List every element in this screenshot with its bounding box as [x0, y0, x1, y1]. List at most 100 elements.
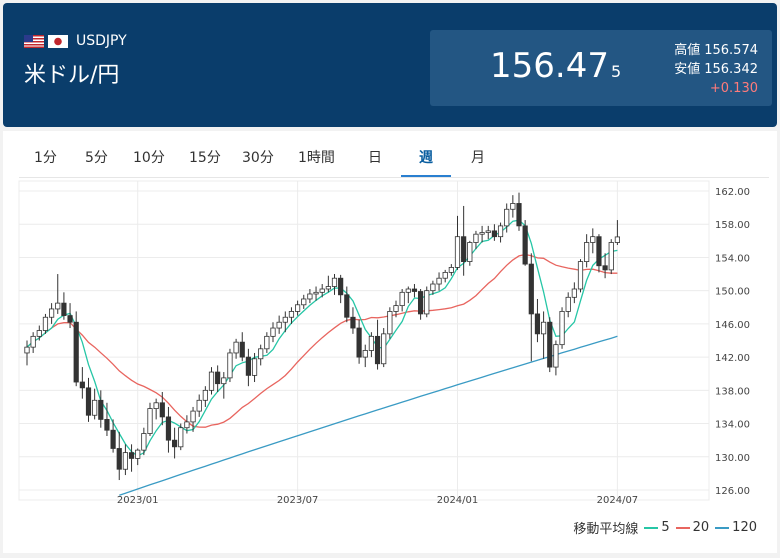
tab-1min[interactable]: 1分	[34, 150, 57, 166]
candle	[461, 205, 467, 276]
candle	[307, 289, 313, 304]
candle-body	[331, 277, 338, 287]
candle-body	[165, 416, 172, 441]
candle	[178, 423, 184, 451]
candle-body	[602, 265, 608, 271]
candle	[565, 292, 571, 318]
candle	[541, 311, 547, 359]
candle-body	[467, 242, 473, 262]
candle-body	[547, 321, 553, 368]
candle	[245, 348, 251, 387]
candle-body	[319, 288, 325, 293]
candle-body	[104, 419, 110, 431]
tab-30min[interactable]: 30分	[242, 150, 274, 166]
candle	[215, 365, 221, 392]
candle-body	[245, 356, 251, 376]
candle	[436, 272, 442, 291]
candle-body	[473, 233, 479, 243]
candle	[49, 303, 55, 324]
ma-20-line	[26, 253, 618, 428]
candle	[239, 332, 245, 362]
candle-body	[338, 277, 344, 296]
candle	[577, 259, 584, 293]
currency-flags: USDJPY	[24, 33, 127, 49]
tab-1hour[interactable]: 1時間	[298, 150, 335, 166]
candle	[190, 406, 196, 432]
candle-body	[116, 448, 122, 470]
candle	[602, 253, 608, 279]
candle-body	[596, 236, 602, 267]
candle-body	[430, 283, 436, 292]
candle-body	[399, 291, 405, 307]
candle	[381, 328, 387, 368]
candle-body	[98, 399, 104, 420]
candle-body	[559, 311, 565, 346]
candle	[165, 406, 172, 453]
candle-body	[282, 316, 288, 323]
candle	[510, 195, 516, 218]
tab-week[interactable]: 週	[419, 150, 433, 166]
candle-body	[49, 308, 55, 318]
candle-body	[553, 344, 559, 368]
candle	[153, 398, 159, 420]
x-tick-label: 2023/07	[277, 495, 319, 506]
legend-item-120: 120	[715, 520, 757, 535]
tab-month[interactable]: 月	[471, 150, 485, 166]
tab-5min[interactable]: 5分	[85, 150, 108, 166]
price-chart[interactable]: 162.00 158.00 154.00 150.00 146.00 142.00 138.…	[3, 131, 777, 553]
candle	[116, 431, 122, 481]
candle-body	[190, 410, 196, 423]
tab-day[interactable]: 日	[368, 150, 382, 166]
candle	[135, 448, 141, 466]
candle	[196, 394, 202, 417]
active-tab-indicator	[401, 175, 451, 178]
candle	[294, 300, 301, 316]
candle-body	[313, 291, 319, 295]
candle	[571, 282, 577, 304]
candle	[559, 307, 565, 349]
candle-body	[270, 327, 276, 337]
x-tick-label: 2023/01	[117, 495, 159, 506]
x-tick-label: 2024/07	[597, 495, 639, 506]
candle	[528, 253, 534, 362]
candle-body	[92, 399, 98, 416]
candle	[430, 280, 436, 295]
candle	[405, 286, 411, 304]
candle-body	[202, 389, 208, 401]
candle	[454, 215, 461, 270]
candle	[233, 338, 239, 359]
legend-item-5: 5	[644, 520, 670, 535]
candle	[208, 367, 215, 395]
low-row: 安値 156.342	[674, 60, 758, 79]
candle-body	[258, 348, 264, 360]
candle-body	[479, 232, 485, 235]
candle	[73, 311, 79, 387]
candle-body	[497, 225, 504, 238]
timeframe-tabs: 1分 5分 10分 15分 30分 1時間 日 週 月	[3, 131, 777, 179]
candle-body	[73, 321, 79, 383]
candle-body	[522, 225, 528, 265]
candle	[128, 444, 135, 472]
candle-body	[294, 304, 301, 312]
candle	[270, 322, 276, 343]
candle	[288, 307, 295, 324]
candle-body	[374, 335, 381, 365]
candle	[411, 284, 418, 298]
candle	[264, 332, 270, 353]
candle	[42, 313, 49, 334]
candle	[362, 344, 368, 368]
tab-10min[interactable]: 10分	[133, 150, 165, 166]
y-tick-label: 146.00	[715, 320, 750, 331]
tab-15min[interactable]: 15分	[189, 150, 221, 166]
candle-body	[42, 316, 49, 331]
us-flag-icon	[24, 34, 44, 48]
ma-legend: 移動平均線 5 20 120	[573, 518, 757, 537]
candle	[98, 390, 104, 428]
candle-body	[153, 402, 159, 410]
candle-body	[159, 402, 165, 418]
candle	[282, 311, 288, 333]
candle	[387, 307, 393, 339]
candle	[30, 332, 36, 353]
candle-body	[442, 271, 448, 279]
x-axis-labels: 2023/01 2023/07 2024/01 2024/07	[117, 495, 638, 506]
